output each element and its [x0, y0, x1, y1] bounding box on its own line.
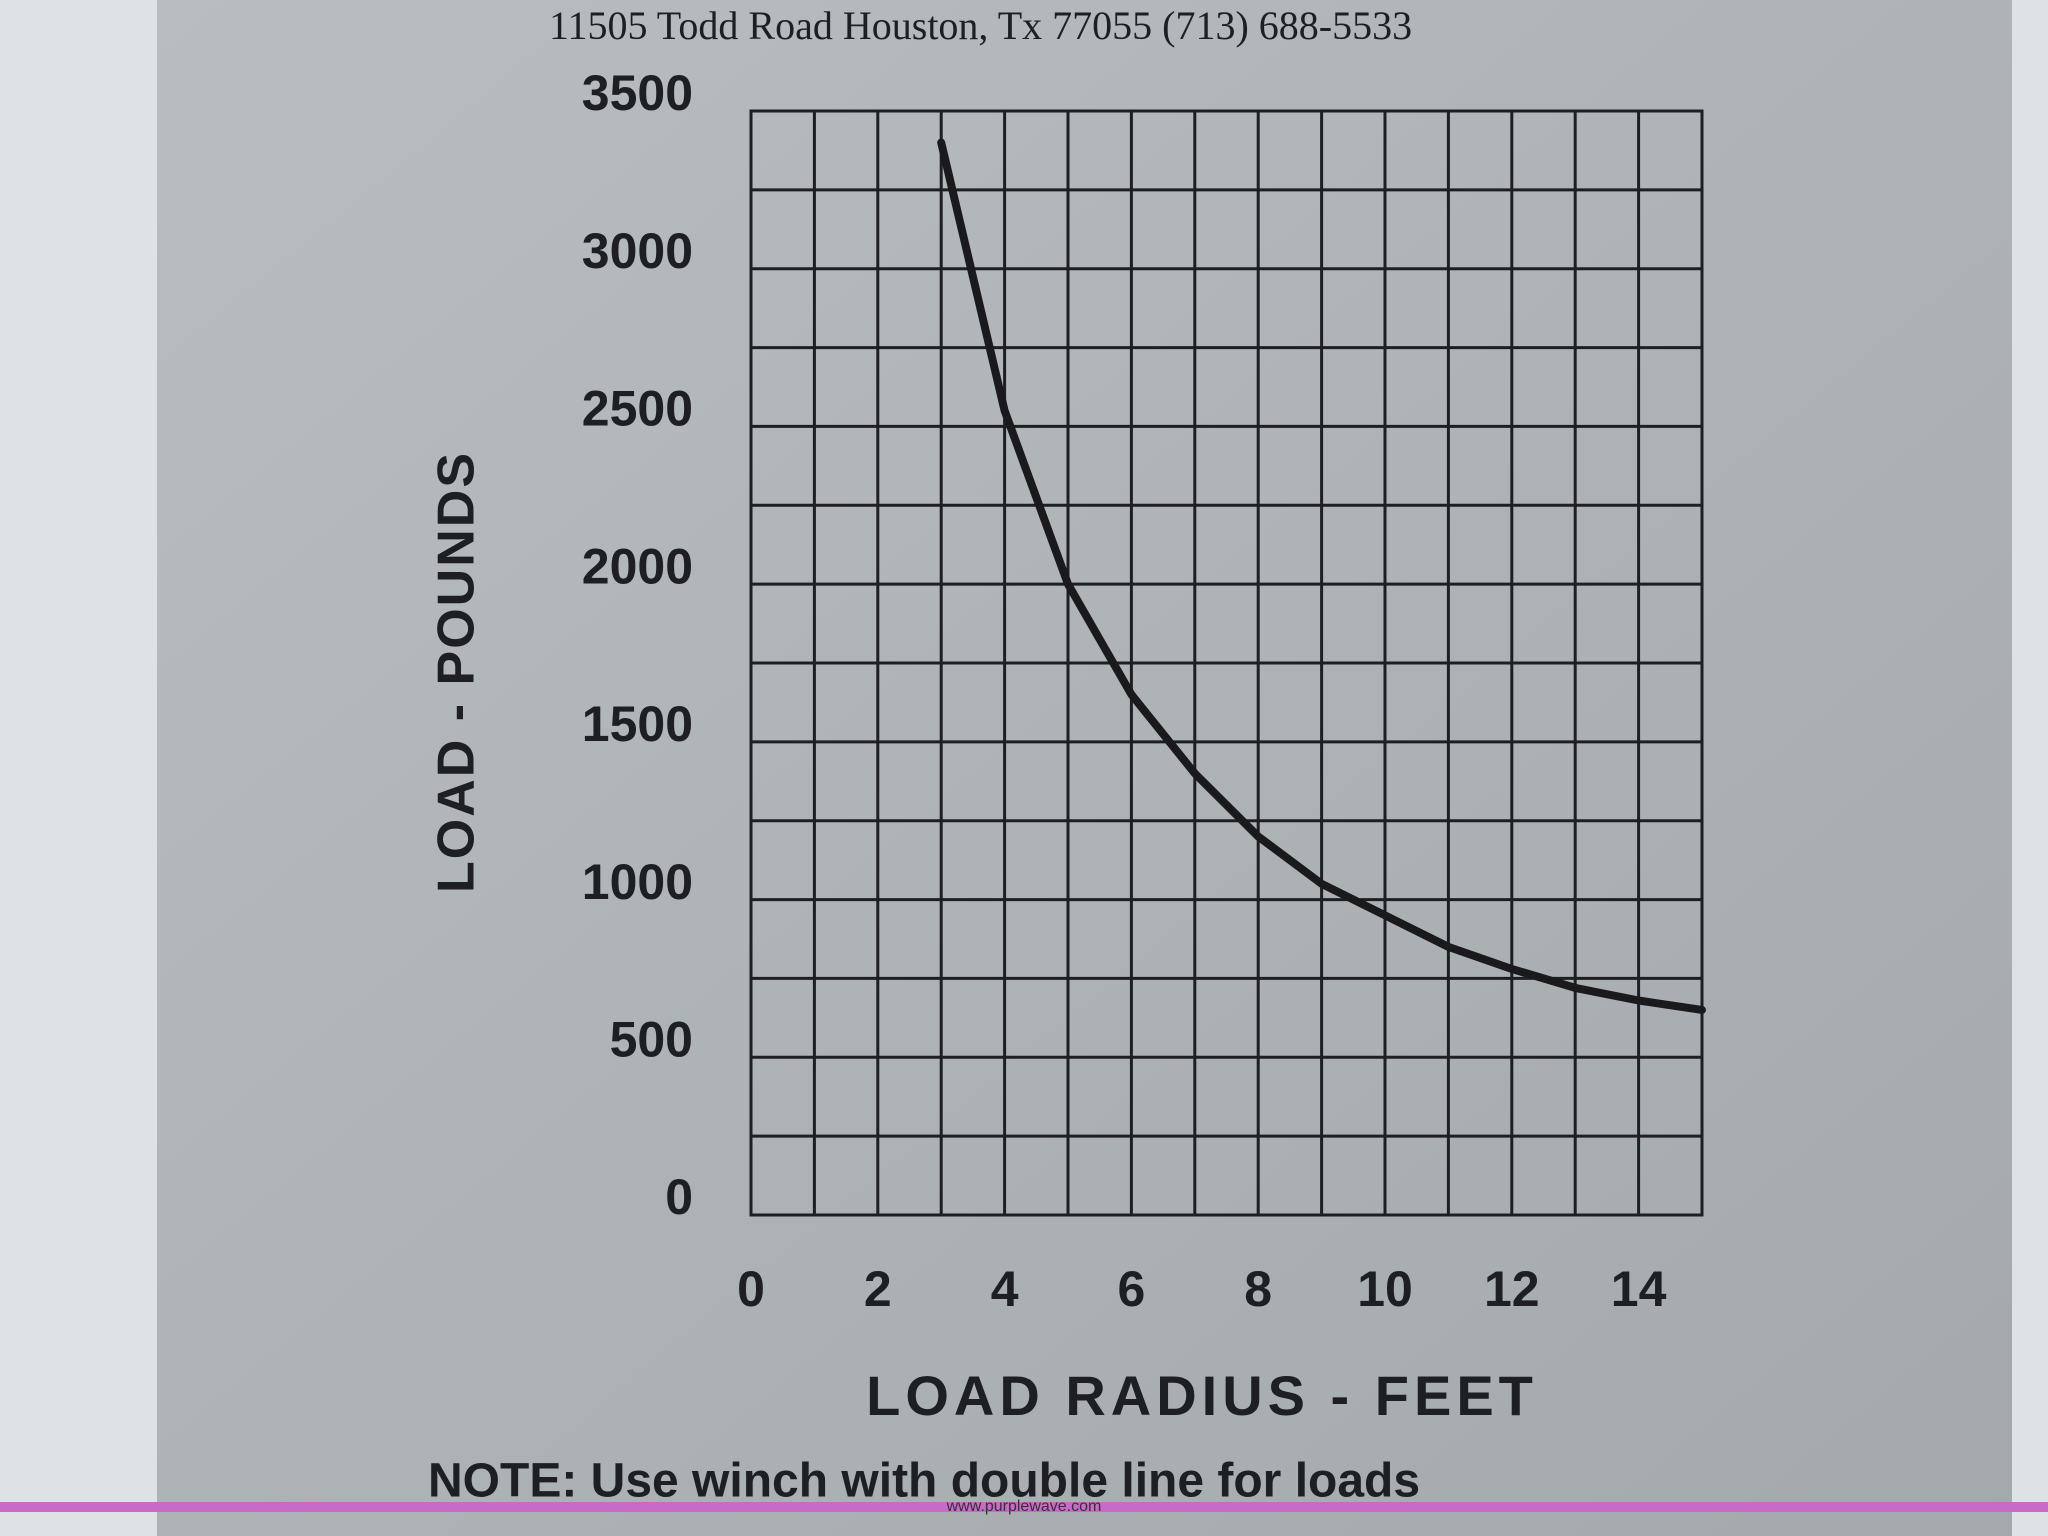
y-tick-label: 500: [610, 1011, 693, 1067]
y-tick-label: 1000: [582, 854, 693, 910]
header-address: 11505 Todd Road Houston, Tx 77055 (713) …: [549, 3, 1412, 48]
y-tick-label: 2500: [582, 381, 693, 437]
y-tick-label: 3500: [582, 65, 693, 121]
x-tick-label: 0: [737, 1261, 765, 1317]
x-tick-label: 2: [864, 1261, 892, 1317]
note-text: NOTE: Use winch with double line for loa…: [428, 1455, 1420, 1508]
y-tick-label: 2000: [582, 538, 693, 594]
load-curve: [937, 138, 1706, 1014]
y-axis-label: LOAD - POUNDS: [428, 451, 486, 893]
watermark: www.purplewave.com: [946, 1498, 1102, 1515]
y-tick-label: 3000: [582, 223, 693, 279]
y-tick-label: 1500: [582, 696, 693, 752]
x-tick-label: 8: [1244, 1261, 1272, 1317]
y-tick-label: 0: [665, 1169, 693, 1225]
x-tick-label: 4: [991, 1261, 1019, 1317]
x-tick-label: 6: [1117, 1261, 1145, 1317]
x-tick-label: 12: [1484, 1261, 1540, 1317]
x-axis-label: LOAD RADIUS - FEET: [866, 1364, 1538, 1427]
watermark-bar: [0, 1502, 2048, 1512]
x-tick-label: 10: [1357, 1261, 1413, 1317]
x-tick-label: 14: [1611, 1261, 1667, 1317]
